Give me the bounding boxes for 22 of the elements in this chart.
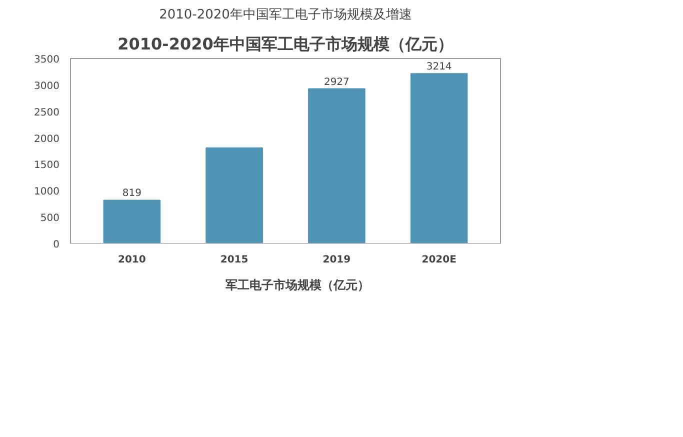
text: 军工电子市场规模（亿元） — [226, 276, 370, 294]
y-tick-label: 1000 — [34, 186, 60, 198]
y-tick-label: 2500 — [34, 107, 60, 118]
x-tick-label: 2020E — [422, 254, 457, 266]
x-tick-label: 2015 — [220, 254, 248, 266]
bar — [103, 200, 161, 244]
x-tick-label: 2010 — [118, 254, 146, 266]
y-tick-label: 2000 — [34, 134, 60, 145]
bar — [410, 73, 468, 244]
bar — [206, 147, 263, 244]
data-label: 819 — [122, 188, 142, 200]
y-tick-label: 1500 — [34, 160, 60, 172]
data-label: 3214 — [426, 62, 452, 73]
chart-title: 2010-2020年中国军工电子市场规模及增速 — [159, 8, 412, 22]
y-tick-label: 0 — [53, 240, 60, 250]
y-tick-label: 3500 — [34, 54, 60, 66]
y-tick-label: 3000 — [34, 80, 60, 92]
x-tick-label: 2019 — [322, 254, 351, 266]
data-label: 2927 — [324, 76, 350, 88]
chart-subtitle: 2010-2020年中国军工电子市场规模（亿元） — [118, 34, 454, 54]
y-tick-label: 500 — [40, 213, 60, 224]
bar — [308, 88, 366, 244]
